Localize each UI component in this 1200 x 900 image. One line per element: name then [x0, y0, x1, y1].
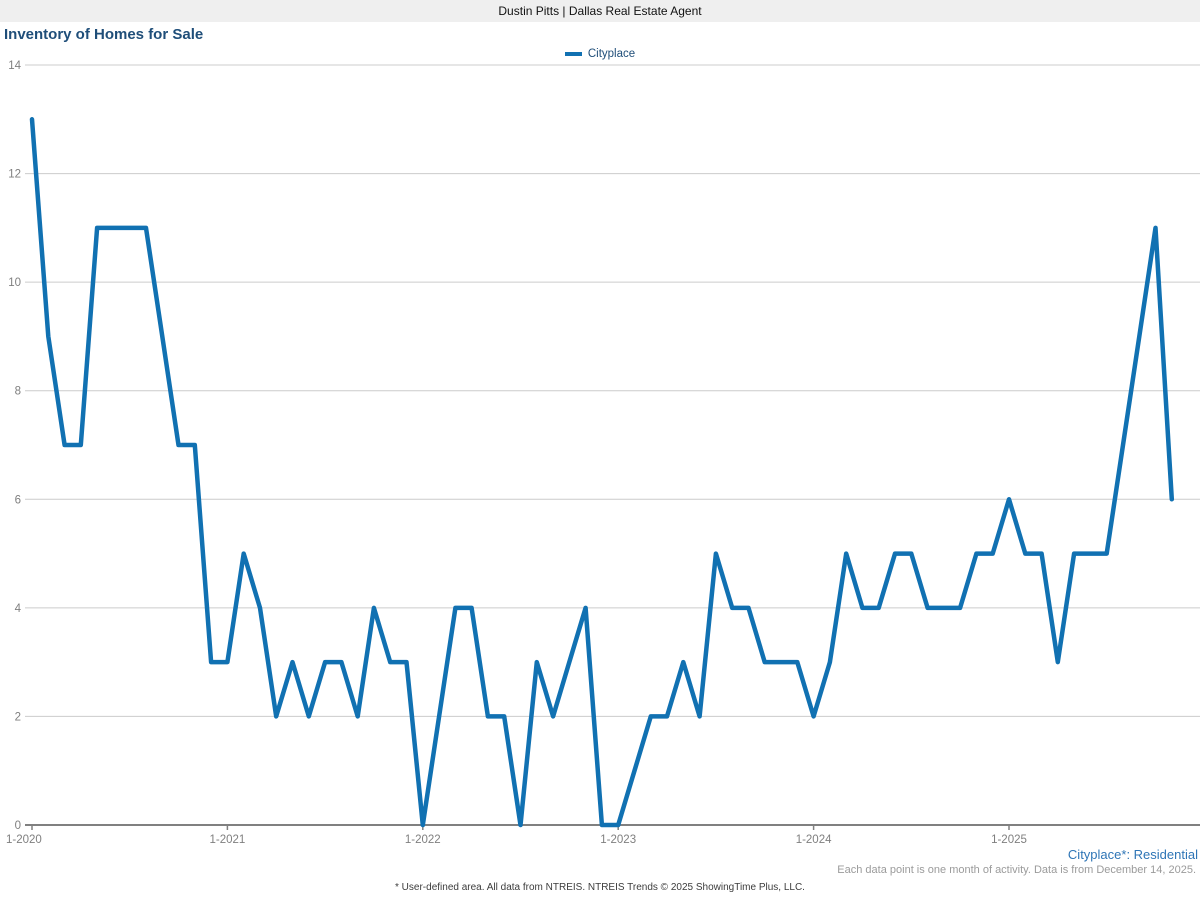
- inventory-line-chart: 0 2 4 6 8 10 12 14 1-2020 1-2021 1-2022 1-2023 1-202…: [6, 60, 1200, 846]
- x-axis-tick-label: 1-2022: [405, 834, 441, 845]
- y-axis-tick-label: 4: [15, 603, 22, 615]
- series-line-cityplace: [29, 117, 1175, 828]
- data-source-note: Each data point is one month of activity…: [837, 864, 1196, 876]
- x-axis-tick-label: 1-2020: [6, 834, 42, 845]
- y-axis-tick-label: 8: [15, 386, 21, 398]
- y-axis-tick-label: 10: [8, 277, 21, 289]
- x-axis-tick-label: 1-2025: [991, 834, 1027, 845]
- chart-container: 0 2 4 6 8 10 12 14 1-2020 1-2021 1-2022 1-2023 1-202…: [6, 60, 1200, 846]
- area-definition-note: Cityplace*: Residential: [1067, 847, 1198, 862]
- x-axis-tick-label: 1-2023: [600, 834, 636, 845]
- y-axis-tick-label: 0: [15, 820, 21, 832]
- y-axis-tick-label: 14: [8, 60, 21, 72]
- x-axis-tick-label: 1-2021: [209, 834, 245, 845]
- header-title: Dustin Pitts | Dallas Real Estate Agent: [498, 4, 702, 18]
- header-bar: Dustin Pitts | Dallas Real Estate Agent: [0, 0, 1200, 22]
- chart-title: Inventory of Homes for Sale: [4, 26, 204, 43]
- x-axis-tick-label: 1-2024: [796, 834, 832, 845]
- y-axis-tick-label: 2: [15, 711, 21, 723]
- disclaimer-text: * User-defined area. All data from NTREI…: [395, 882, 805, 893]
- y-axis-tick-label: 12: [8, 169, 21, 181]
- y-axis-tick-label: 6: [15, 494, 21, 506]
